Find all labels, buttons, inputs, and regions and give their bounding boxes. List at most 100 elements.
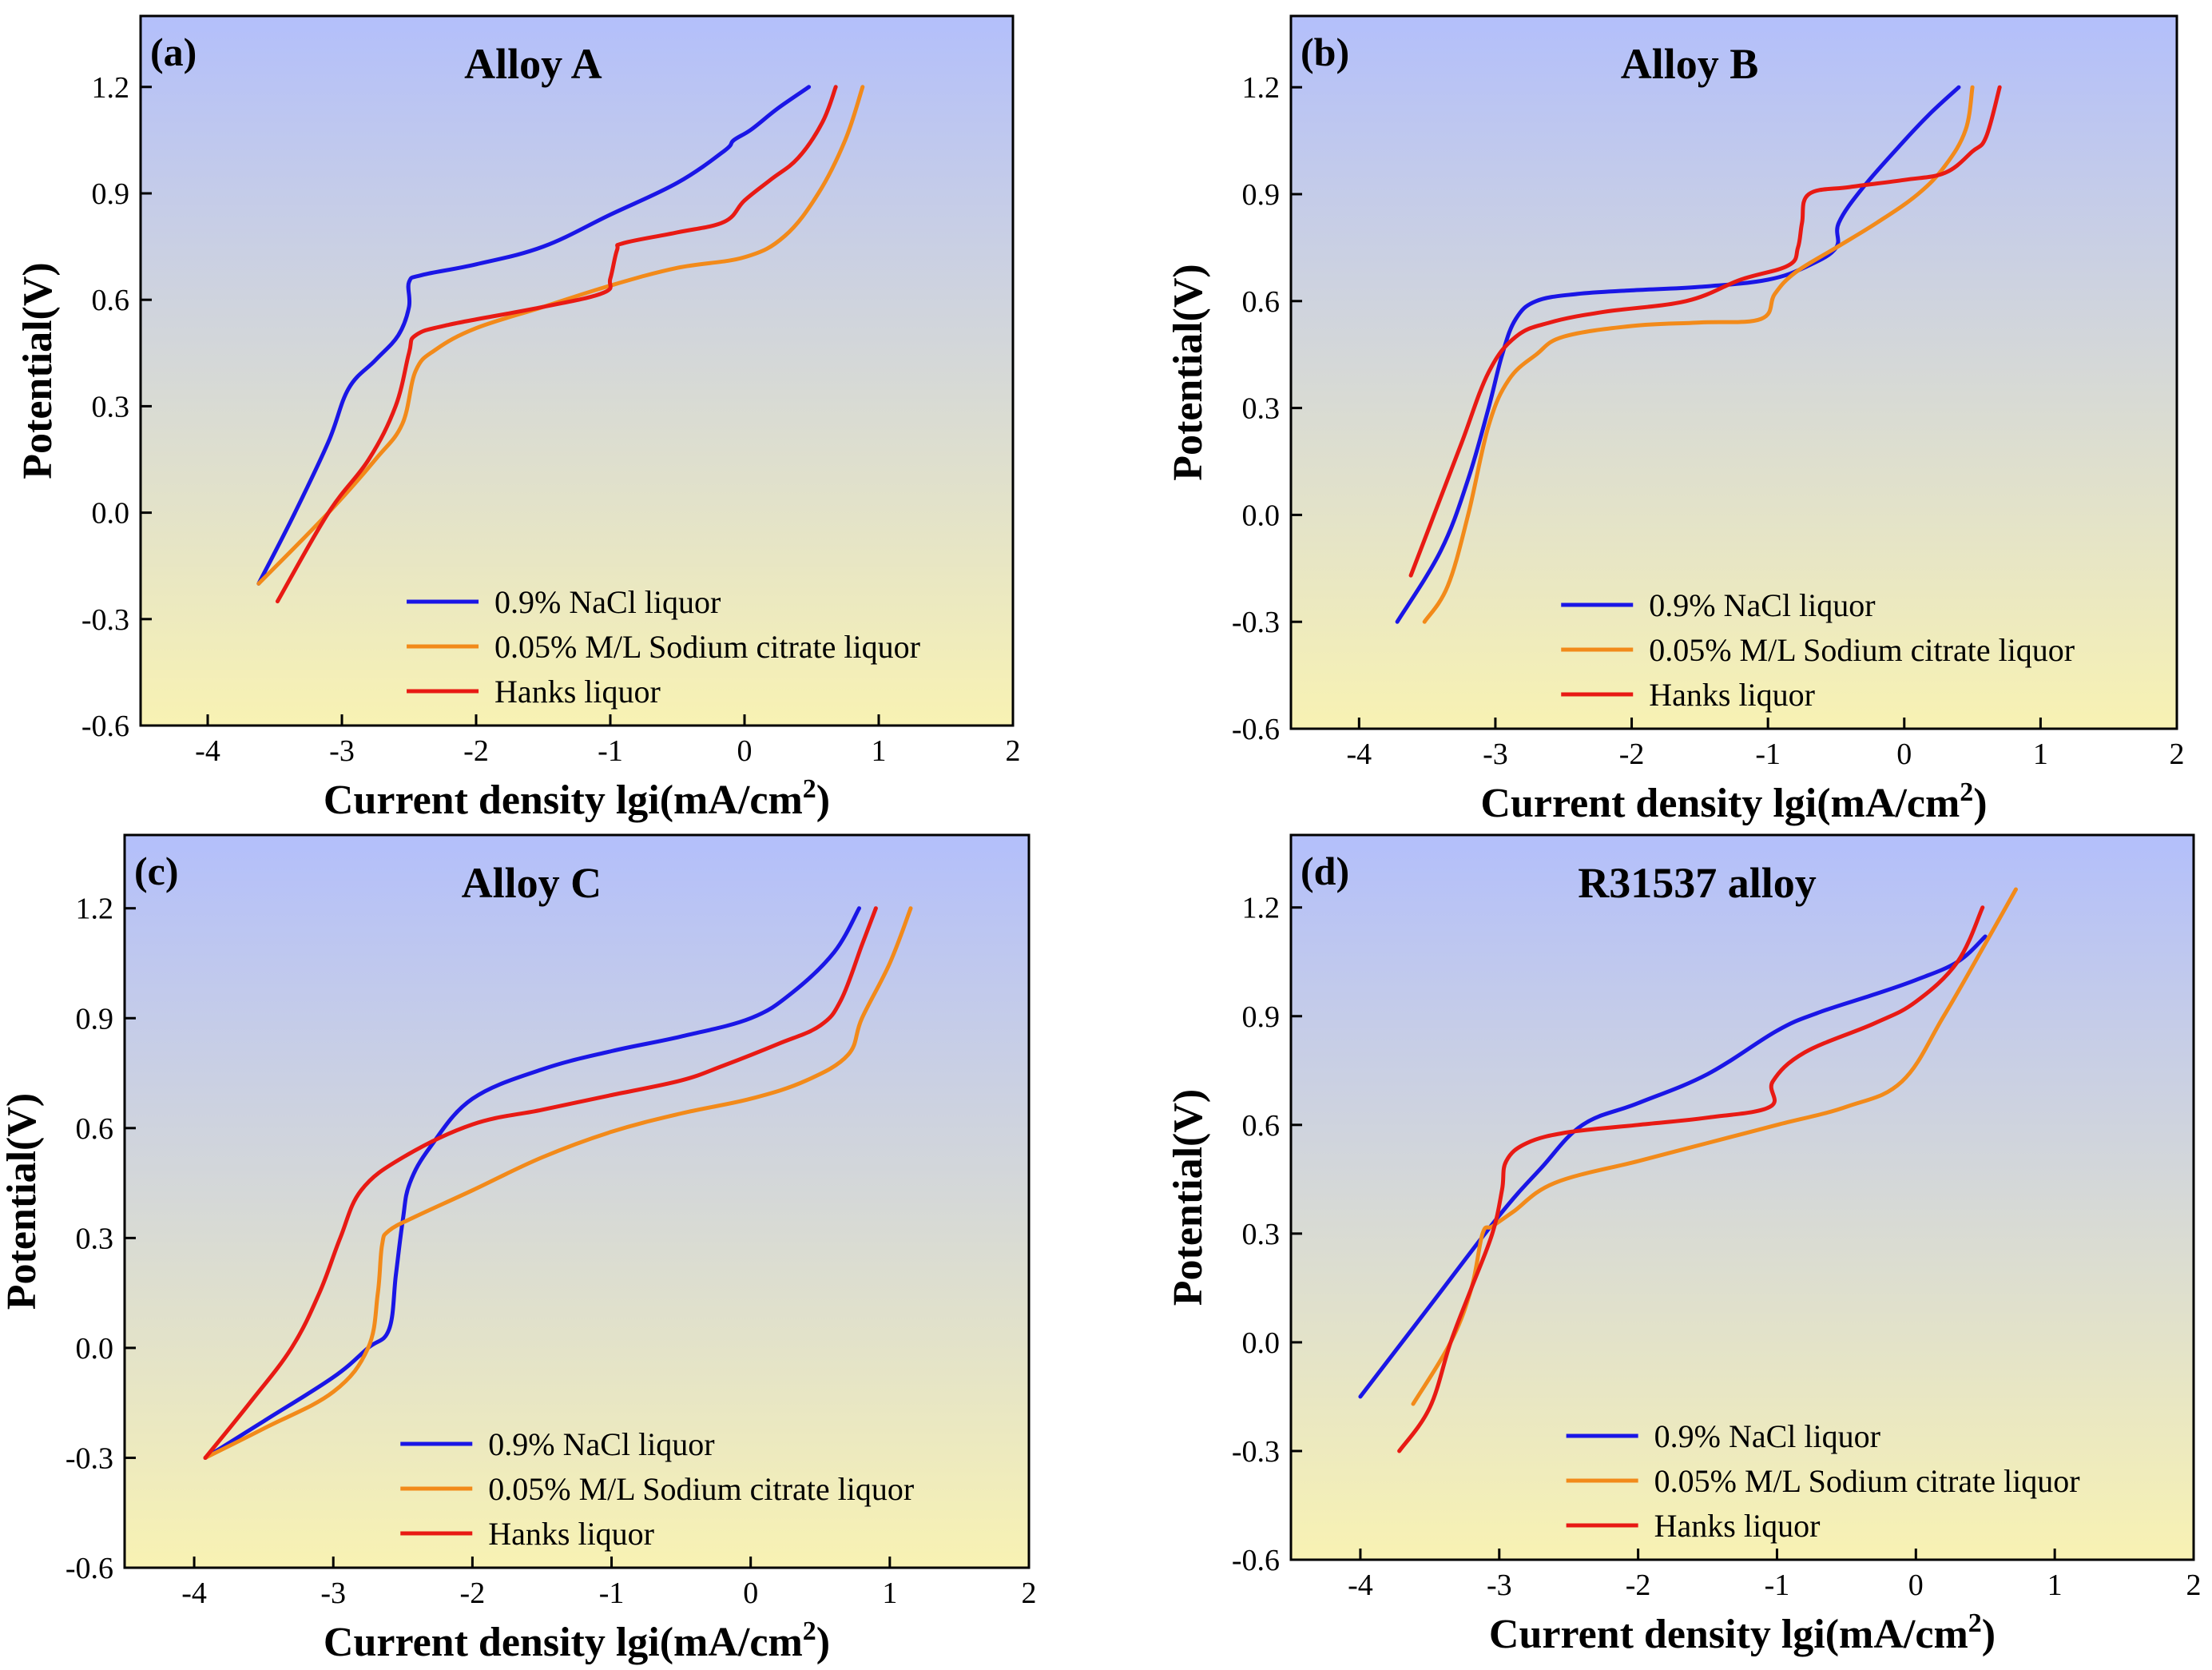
legend-label-c-2: Hanks liquor	[488, 1516, 654, 1552]
chart-panel-d: -4 -3 -2 -1 0 1 2 -0.6 -0.3 0.0 0.3 0.6 0.9 1.2 (d) R31…	[1166, 833, 2202, 1657]
panel-title-a: Alloy A	[464, 40, 602, 88]
y-tick-label-c-3: 0.3	[76, 1222, 114, 1255]
legend-label-c-1: 0.05% M/L Sodium citrate liquor	[488, 1471, 914, 1507]
y-axis-title-a: Potential(V)	[15, 262, 61, 479]
panel-label-b: (b)	[1301, 30, 1349, 74]
x-tick-label-a-1: -3	[329, 734, 355, 768]
panel-label-c: (c)	[134, 849, 179, 893]
y-tick-label-d-3: 0.3	[1242, 1218, 1281, 1251]
series-line-d-1	[1411, 887, 2018, 1406]
y-tick-label-d-4: 0.6	[1242, 1109, 1281, 1143]
legend-b: 0.9% NaCl liquor 0.05% M/L Sodium citrate…	[1561, 587, 2075, 713]
y-tick-label-a-2: 0.0	[92, 497, 130, 531]
panel-title-d: R31537 alloy	[1578, 859, 1817, 907]
y-tick-label-d-0: -0.6	[1232, 1544, 1280, 1577]
legend-label-a-2: Hanks liquor	[494, 674, 661, 710]
x-tick-label-a-6: 2	[1006, 734, 1021, 768]
legend-label-b-2: Hanks liquor	[1649, 677, 1815, 713]
x-tick-label-c-4: 0	[743, 1577, 758, 1610]
series-group-c	[203, 906, 913, 1460]
x-tick-label-d-4: 0	[1908, 1569, 1924, 1602]
plot-frame-d	[1289, 833, 2195, 1561]
series-group-d	[1358, 887, 2018, 1453]
legend-d: 0.9% NaCl liquor 0.05% M/L Sodium citrate…	[1566, 1418, 2080, 1544]
y-tick-label-a-0: -0.6	[81, 710, 129, 743]
legend-label-d-0: 0.9% NaCl liquor	[1654, 1418, 1880, 1454]
series-line-a-0	[256, 85, 812, 586]
x-tick-label-b-5: 1	[2033, 738, 2048, 771]
y-tick-label-a-6: 1.2	[92, 71, 130, 105]
series-line-d-2	[1397, 905, 1985, 1453]
series-line-c-1	[203, 906, 913, 1460]
x-tick-label-a-4: 0	[737, 734, 753, 768]
x-tick-label-b-0: -4	[1346, 738, 1372, 771]
series-line-a-2	[275, 85, 838, 604]
plot-frame-a	[139, 14, 1015, 727]
panel-title-b: Alloy B	[1621, 40, 1759, 88]
plot-area-c	[125, 835, 1029, 1568]
x-tick-label-c-5: 1	[882, 1577, 897, 1610]
y-tick-label-b-3: 0.3	[1242, 392, 1281, 426]
y-tick-label-a-5: 0.9	[92, 177, 130, 211]
series-group-b	[1395, 85, 2002, 624]
x-tick-label-b-4: 0	[1896, 738, 1912, 771]
series-line-b-1	[1422, 85, 1975, 624]
legend-label-d-1: 0.05% M/L Sodium citrate liquor	[1654, 1463, 2080, 1499]
x-tick-label-c-1: -3	[320, 1577, 346, 1610]
legend-c: 0.9% NaCl liquor 0.05% M/L Sodium citrate…	[400, 1426, 914, 1552]
x-axis-title-a: Current density lgi(mA/cm2)	[324, 774, 830, 823]
legend-label-b-1: 0.05% M/L Sodium citrate liquor	[1649, 632, 2075, 668]
x-tick-label-b-1: -3	[1483, 738, 1508, 771]
x-axis-title-b: Current density lgi(mA/cm2)	[1480, 777, 1987, 826]
x-tick-label-c-2: -2	[460, 1577, 486, 1610]
panel-label-a: (a)	[150, 30, 197, 74]
x-axis-title-c: Current density lgi(mA/cm2)	[324, 1616, 830, 1665]
plot-frame-b	[1289, 14, 2178, 730]
x-tick-label-d-3: -1	[1765, 1569, 1790, 1602]
x-axis-title-d: Current density lgi(mA/cm2)	[1489, 1608, 1996, 1657]
y-tick-label-b-5: 0.9	[1242, 178, 1281, 212]
y-tick-label-c-2: 0.0	[76, 1332, 114, 1366]
x-tick-label-d-0: -4	[1348, 1569, 1373, 1602]
x-tick-label-a-5: 1	[872, 734, 887, 768]
chart-panel-c: -4 -3 -2 -1 0 1 2 -0.6 -0.3 0.0 0.3 0.6 0.9 1.2 (c) All…	[0, 833, 1037, 1665]
x-tick-label-c-0: -4	[181, 1577, 207, 1610]
x-tick-label-c-6: 2	[1022, 1577, 1037, 1610]
legend-label-d-2: Hanks liquor	[1654, 1508, 1821, 1544]
y-tick-label-b-2: 0.0	[1242, 499, 1281, 532]
y-tick-label-b-6: 1.2	[1242, 71, 1281, 105]
y-tick-label-b-4: 0.6	[1242, 285, 1281, 319]
plot-area-d	[1291, 835, 2194, 1560]
y-tick-label-a-3: 0.3	[92, 390, 130, 423]
panel-title-c: Alloy C	[462, 859, 602, 907]
y-tick-label-a-4: 0.6	[92, 284, 130, 317]
series-group-a	[256, 85, 865, 604]
y-tick-label-c-4: 0.6	[76, 1112, 114, 1146]
y-axis-title-d: Potential(V)	[1166, 1089, 1211, 1306]
legend-label-a-1: 0.05% M/L Sodium citrate liquor	[494, 629, 920, 665]
x-tick-label-b-3: -1	[1755, 738, 1781, 771]
x-tick-label-d-1: -3	[1487, 1569, 1512, 1602]
x-tick-label-a-2: -2	[463, 734, 489, 768]
chart-panel-a: -4 -3 -2 -1 0 1 2 -0.6 -0.3 0.0 0.3 0.6 0.9 1.2 (a) All…	[15, 14, 1021, 823]
legend-label-a-0: 0.9% NaCl liquor	[494, 584, 721, 620]
legend-a: 0.9% NaCl liquor 0.05% M/L Sodium citrate…	[407, 584, 920, 710]
panel-label-d: (d)	[1301, 849, 1349, 893]
x-tick-label-b-2: -2	[1619, 738, 1645, 771]
legend-label-b-0: 0.9% NaCl liquor	[1649, 587, 1875, 623]
x-tick-label-b-6: 2	[2170, 738, 2185, 771]
plot-area-a	[141, 16, 1013, 726]
y-tick-label-c-6: 1.2	[76, 893, 114, 926]
chart-panel-b: -4 -3 -2 -1 0 1 2 -0.6 -0.3 0.0 0.3 0.6 0.9 1.2 (b) All…	[1166, 14, 2185, 826]
y-tick-label-d-6: 1.2	[1242, 892, 1281, 925]
y-tick-label-b-1: -0.3	[1232, 606, 1280, 639]
y-tick-label-c-0: -0.6	[66, 1552, 113, 1585]
y-tick-label-d-5: 0.9	[1242, 1000, 1281, 1034]
x-tick-label-c-3: -1	[599, 1577, 625, 1610]
plot-frame-c	[123, 833, 1031, 1569]
y-tick-label-d-1: -0.3	[1232, 1435, 1280, 1469]
series-line-c-2	[203, 906, 878, 1460]
x-tick-label-d-2: -2	[1626, 1569, 1651, 1602]
x-tick-label-a-3: -1	[598, 734, 623, 768]
